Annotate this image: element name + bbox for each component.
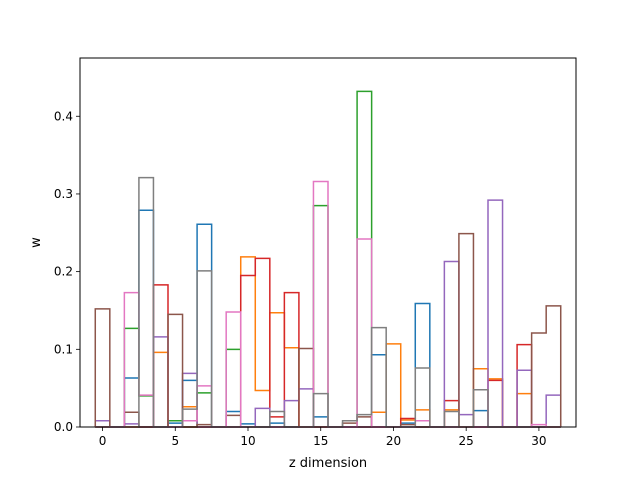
x-tick-label: 25 (459, 434, 474, 448)
x-axis-label: z dimension (289, 456, 367, 471)
x-tick-label: 15 (313, 434, 328, 448)
x-axis: 0 5 10 15 20 25 30 (99, 427, 547, 448)
x-tick-label: 0 (99, 434, 107, 448)
plot-frame (79, 57, 577, 428)
series-6-step-line (95, 180, 561, 428)
x-tick-label: 30 (531, 434, 546, 448)
x-tick-label: 5 (171, 434, 179, 448)
y-tick-label: 0.2 (54, 265, 73, 279)
series-6 (95, 180, 561, 428)
series-layer (94, 90, 562, 428)
y-tick-label: 0.3 (54, 187, 73, 201)
y-axis: 0.0 0.1 0.2 0.3 0.4 (54, 109, 80, 434)
x-tick-label: 10 (240, 434, 255, 448)
y-tick-label: 0.1 (54, 342, 73, 356)
x-tick-label: 20 (386, 434, 401, 448)
y-tick-label: 0.0 (54, 420, 73, 434)
y-axis-label: w (29, 237, 44, 248)
y-tick-label: 0.4 (54, 109, 73, 123)
